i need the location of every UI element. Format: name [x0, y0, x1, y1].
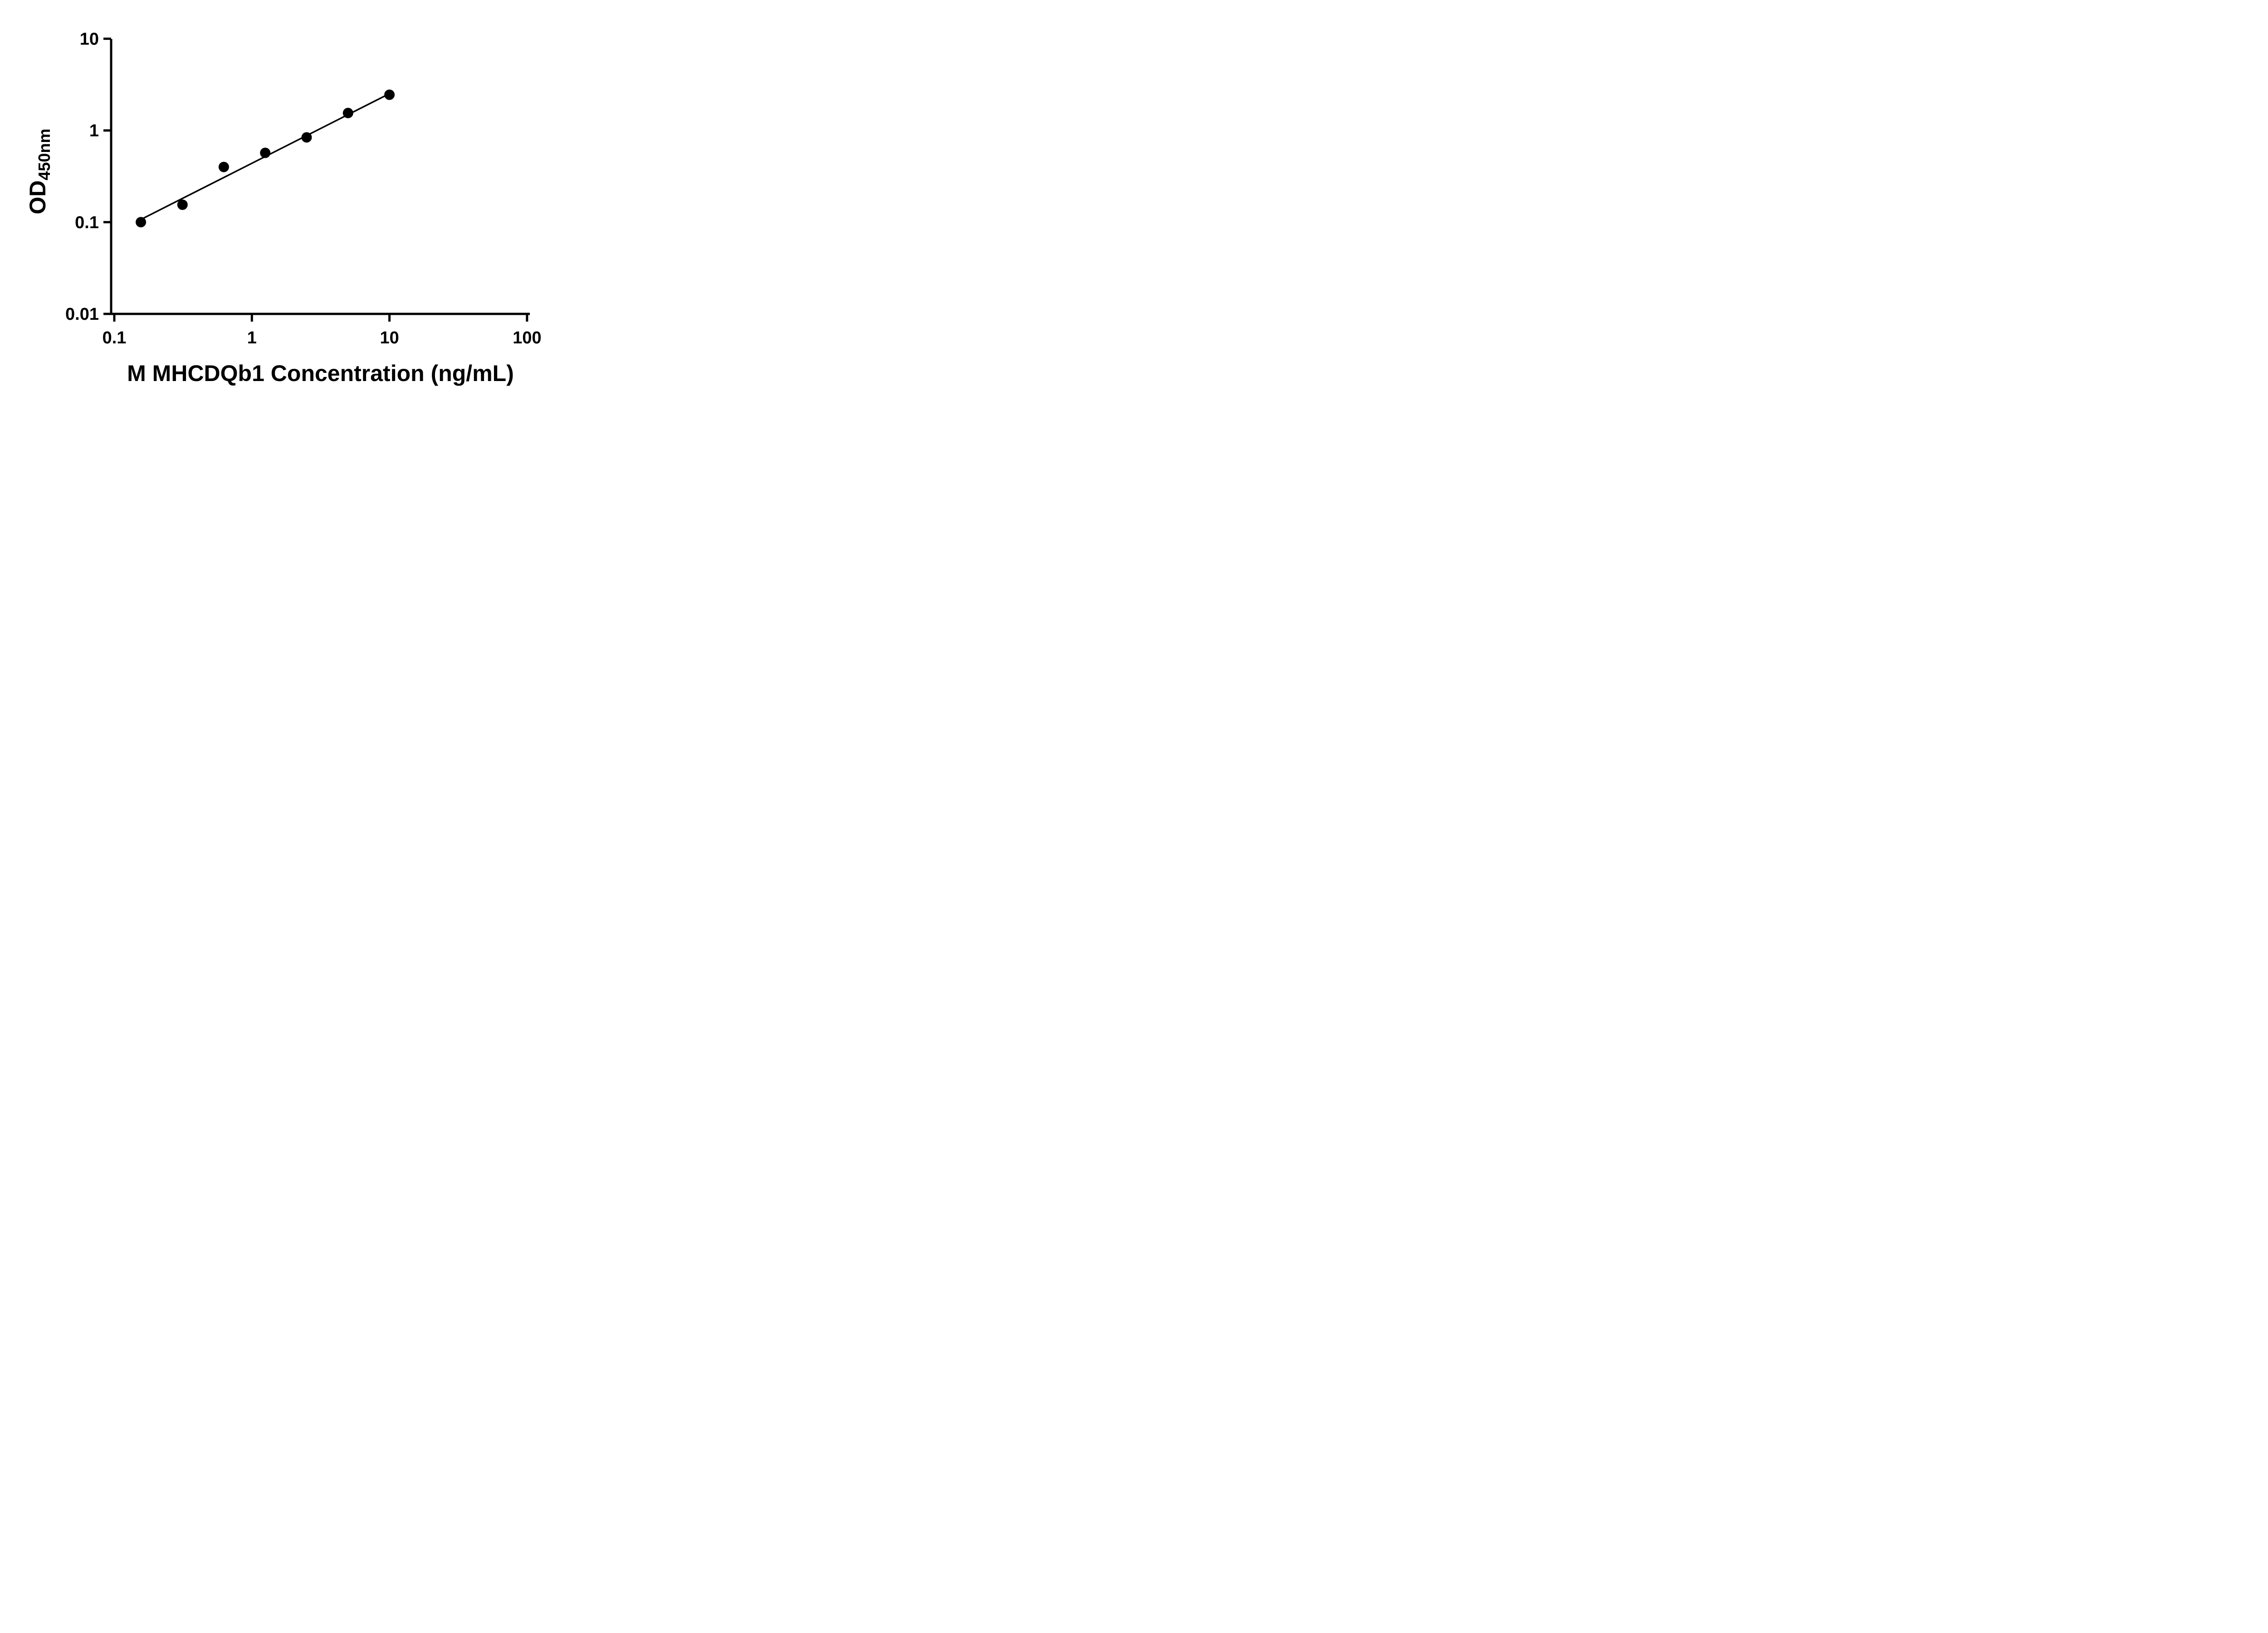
x-tick-label: 1 [247, 328, 257, 347]
data-point [301, 132, 312, 143]
y-axis-title-main: OD [25, 181, 50, 215]
x-axis-title: M MHCDQb1 Concentration (ng/mL) [127, 361, 514, 386]
axes-line [110, 39, 530, 315]
data-point [342, 108, 353, 118]
y-axis-title: OD450nm [25, 128, 54, 214]
x-tick-label: 10 [380, 328, 399, 347]
data-point [218, 161, 229, 172]
data-point [177, 199, 188, 210]
data-point [136, 217, 147, 228]
y-tick-label: 10 [80, 29, 99, 49]
x-tick-label: 0.1 [103, 328, 127, 347]
data-point [384, 89, 395, 100]
y-tick-label: 1 [89, 122, 99, 141]
y-tick-label: 0.1 [75, 213, 99, 232]
y-axis-title-sub: 450nm [35, 128, 54, 180]
x-tick-label: 100 [513, 328, 541, 347]
y-tick-label: 0.01 [65, 305, 99, 324]
chart-page: 0.1 1 10 100 0.01 0.1 1 10 M MHCDQb1 Concentrati… [0, 0, 583, 408]
data-point [260, 147, 271, 158]
